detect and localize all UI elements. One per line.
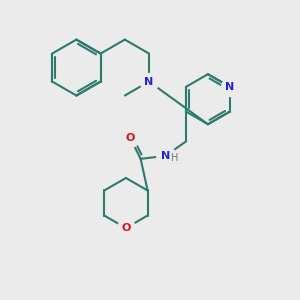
Text: H: H	[171, 153, 179, 163]
Text: N: N	[144, 76, 154, 86]
Text: O: O	[121, 223, 130, 233]
Text: N: N	[225, 82, 234, 92]
Text: N: N	[161, 151, 170, 161]
Text: O: O	[126, 133, 135, 143]
